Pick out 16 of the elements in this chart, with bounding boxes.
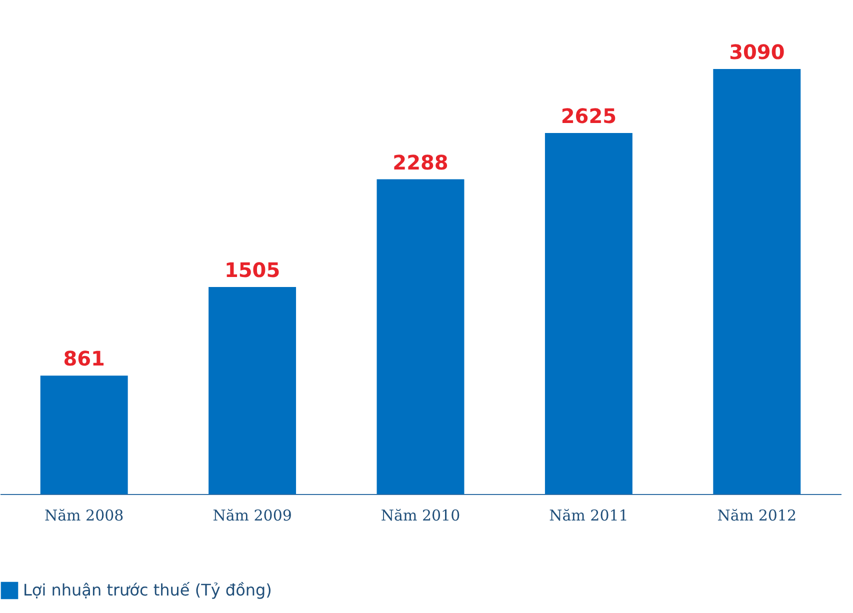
bar bbox=[544, 132, 632, 494]
bar bbox=[208, 287, 296, 494]
bar bbox=[40, 376, 128, 494]
x-tick-label: Năm 2008 bbox=[44, 506, 124, 524]
x-tick-label: Năm 2010 bbox=[380, 506, 460, 524]
data-label: 2288 bbox=[392, 150, 448, 174]
bar bbox=[376, 179, 464, 494]
x-tick-label: Năm 2009 bbox=[212, 506, 292, 524]
x-tick-label: Năm 2012 bbox=[717, 506, 797, 524]
data-label: 1505 bbox=[224, 258, 280, 282]
x-tick-label: Năm 2011 bbox=[549, 506, 628, 524]
legend-label: Lợi nhuận trước thuế (Tỷ đồng) bbox=[23, 580, 272, 600]
bar bbox=[713, 69, 801, 494]
data-label: 3090 bbox=[729, 40, 785, 64]
data-label: 2625 bbox=[560, 104, 617, 128]
data-label: 861 bbox=[63, 346, 105, 371]
